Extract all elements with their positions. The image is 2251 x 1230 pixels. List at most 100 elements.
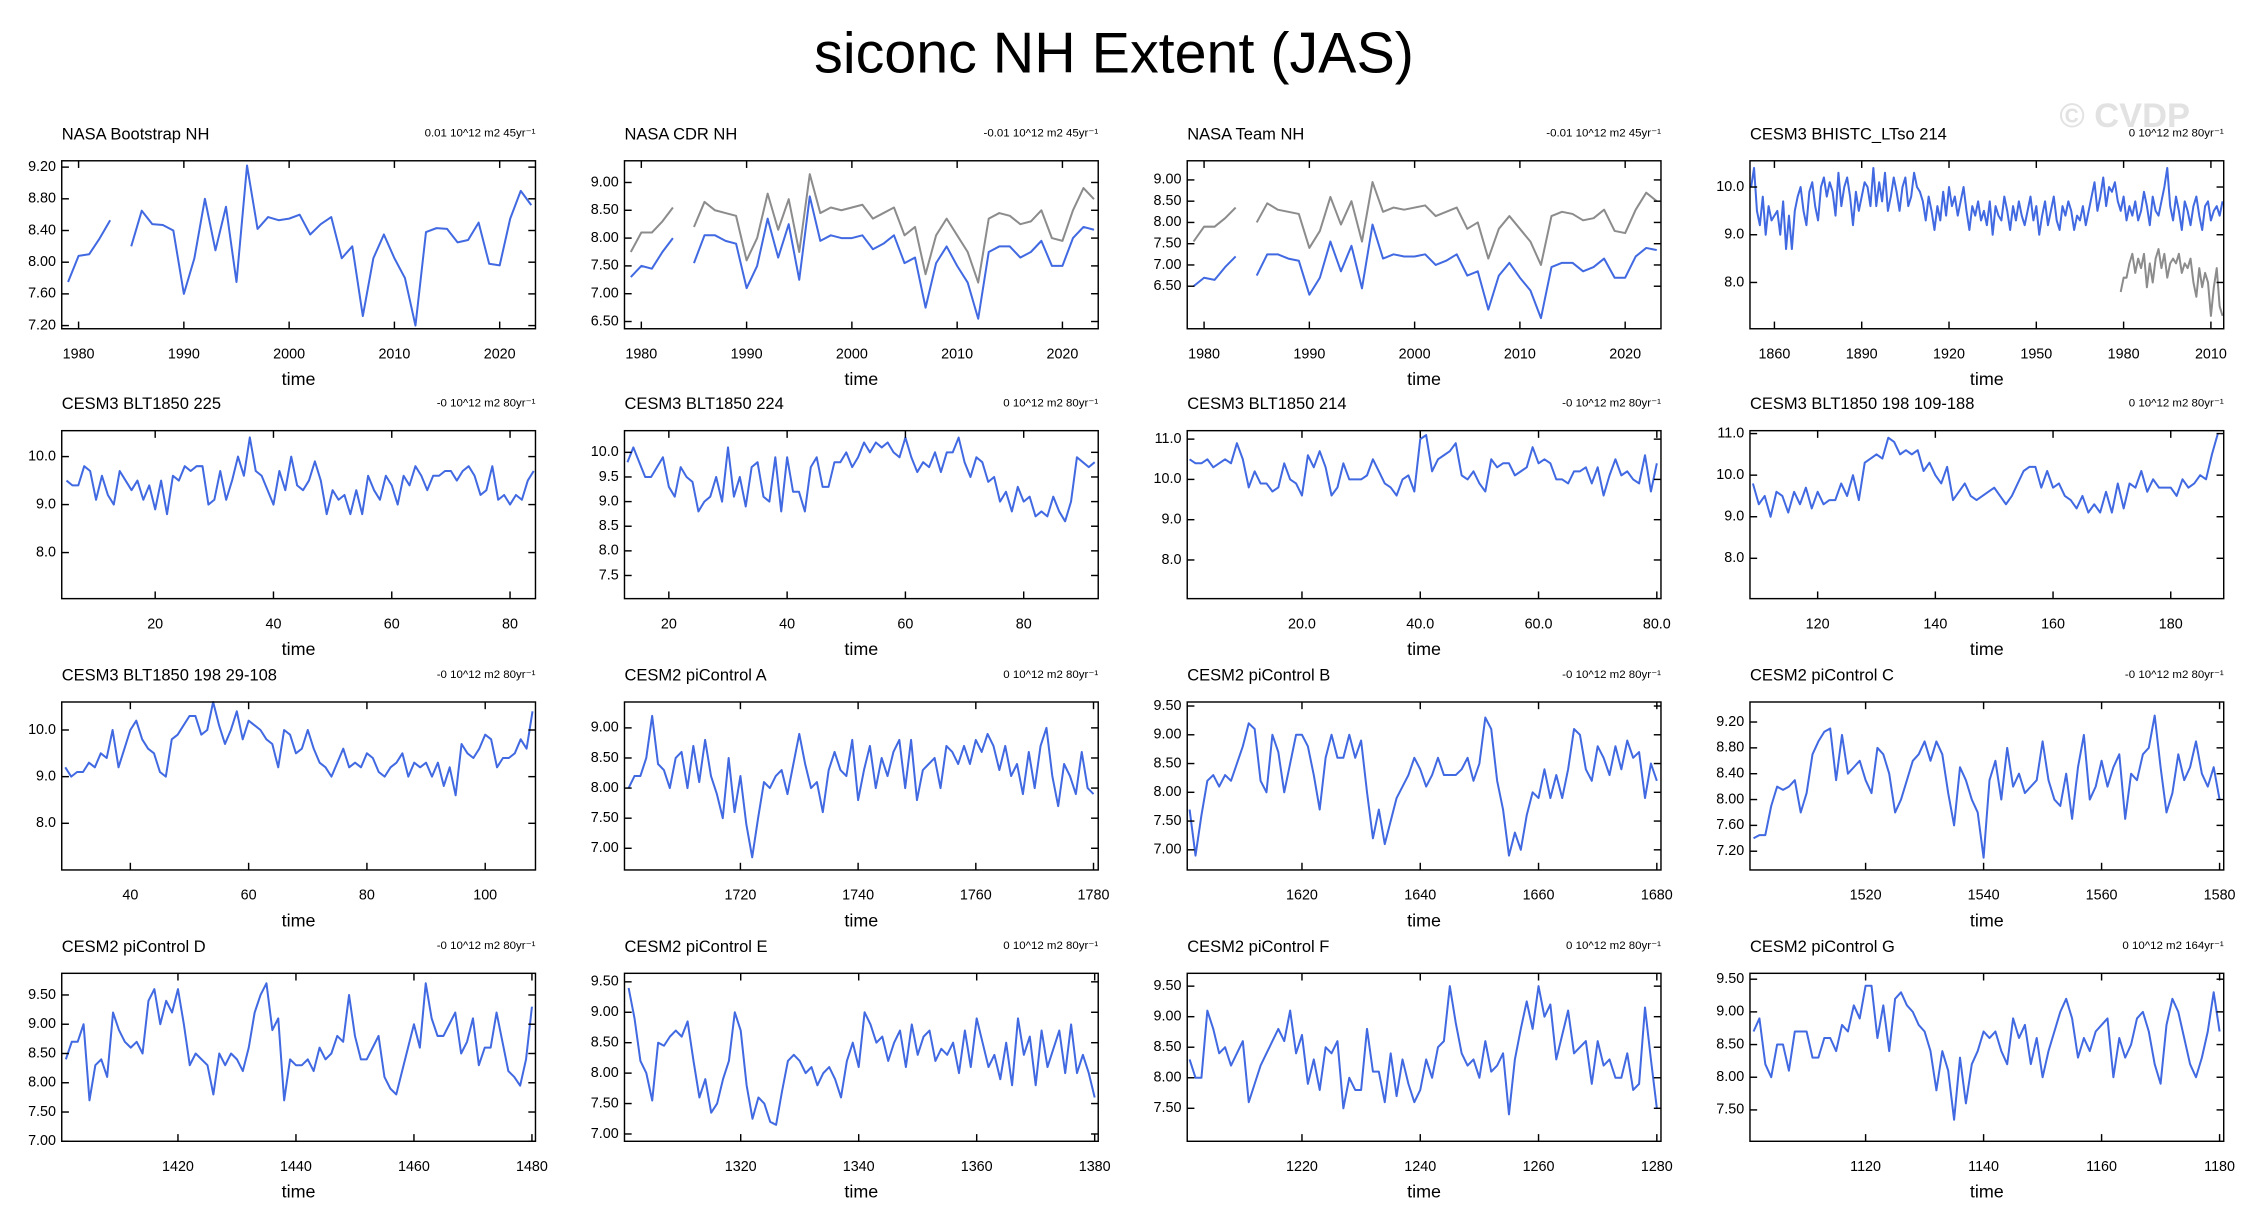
data-line — [1750, 166, 2224, 251]
x-axis-label: time — [282, 1182, 316, 1202]
plot-frame — [1749, 160, 2225, 330]
plot-frame — [1186, 160, 1662, 330]
x-axis-label: time — [282, 910, 316, 930]
y-tick-label: 6.50 — [1154, 278, 1182, 294]
y-tick-label: 9.00 — [28, 1016, 56, 1032]
x-tick-label: 1480 — [516, 1159, 548, 1175]
x-tick-label: 1520 — [1850, 888, 1882, 904]
x-tick-label: 180 — [2159, 616, 2183, 632]
x-tick-label: 1980 — [2108, 346, 2140, 362]
x-axis-label: time — [844, 1182, 878, 1202]
plot-frame — [623, 972, 1099, 1142]
y-tick-label: 9.0 — [599, 493, 619, 509]
data-line — [629, 173, 1095, 284]
x-tick-label: 40.0 — [1406, 616, 1434, 632]
data-line — [1192, 223, 1657, 320]
panel-title: NASA CDR NH — [624, 125, 737, 143]
x-axis-label: time — [282, 369, 316, 389]
x-tick-label: 1920 — [1933, 346, 1965, 362]
y-tick-label: 8.00 — [1154, 784, 1182, 800]
y-tick-label: 8.5 — [599, 518, 619, 534]
x-tick-label: 2010 — [2195, 346, 2227, 362]
y-tick-label: 8.00 — [591, 780, 619, 796]
x-axis-label: time — [1970, 1182, 2004, 1202]
x-tick-label: 1360 — [961, 1159, 993, 1175]
y-tick-label: 9.50 — [1154, 698, 1182, 714]
x-tick-label: 2010 — [378, 346, 410, 362]
y-tick-label: 10.0 — [1716, 179, 1744, 195]
plot-frame — [1186, 429, 1662, 600]
panel-title: CESM2 piControl D — [62, 938, 206, 956]
panel-subtitle: 0 10^12 m2 80yr⁻¹ — [2129, 397, 2224, 409]
y-tick-label: 8.40 — [1716, 765, 1744, 781]
plot-frame — [1749, 972, 2225, 1142]
y-tick-label: 7.50 — [591, 1095, 619, 1111]
x-tick-label: 60 — [897, 616, 913, 632]
x-tick-label: 2000 — [273, 346, 305, 362]
x-tick-label: 1340 — [843, 1159, 875, 1175]
x-axis-label: time — [282, 639, 316, 659]
y-tick-label: 7.00 — [591, 840, 619, 856]
panel-title: CESM2 piControl B — [1187, 667, 1330, 685]
y-tick-label: 10.0 — [1154, 471, 1182, 487]
x-tick-label: 1990 — [168, 346, 200, 362]
y-tick-label: 8.00 — [1716, 1069, 1744, 1085]
panel-title: CESM2 piControl A — [624, 667, 766, 685]
y-tick-label: 7.60 — [28, 286, 56, 302]
y-tick-label: 7.50 — [1716, 1102, 1744, 1118]
plot-frame — [61, 701, 537, 871]
y-tick-label: 9.00 — [1716, 1004, 1744, 1020]
panel-subtitle: 0 10^12 m2 80yr⁻¹ — [2129, 128, 2224, 140]
x-tick-label: 1780 — [1078, 888, 1110, 904]
x-tick-label: 1280 — [1641, 1159, 1673, 1175]
y-tick-label: 8.0 — [1724, 274, 1744, 290]
y-tick-label: 7.00 — [591, 286, 619, 302]
x-tick-label: 1980 — [625, 346, 657, 362]
x-tick-label: 1950 — [2020, 346, 2052, 362]
data-line — [2119, 248, 2224, 317]
y-tick-label: 7.00 — [591, 1126, 619, 1142]
x-tick-label: 1560 — [2086, 888, 2118, 904]
x-axis-label: time — [1407, 1182, 1441, 1202]
data-line — [1753, 714, 2221, 859]
x-tick-label: 2020 — [1609, 346, 1641, 362]
x-axis-label: time — [1407, 639, 1441, 659]
plot-frame — [61, 160, 537, 330]
y-tick-label: 8.50 — [28, 1045, 56, 1061]
panel-subtitle: 0 10^12 m2 80yr⁻¹ — [1003, 940, 1098, 952]
data-line — [626, 436, 1096, 523]
plot-frame — [61, 972, 537, 1142]
panel-title: CESM2 piControl F — [1187, 938, 1329, 956]
y-tick-label: 7.20 — [28, 317, 56, 333]
x-tick-label: 80 — [502, 616, 518, 632]
panel-title: CESM2 piControl G — [1750, 938, 1895, 956]
y-tick-label: 10.0 — [28, 448, 56, 464]
panel-subtitle: -0 10^12 m2 80yr⁻¹ — [1562, 669, 1661, 681]
x-tick-label: 1720 — [724, 888, 756, 904]
y-tick-label: 8.00 — [28, 254, 56, 270]
x-tick-label: 1540 — [1968, 888, 2000, 904]
panel-subtitle: -0 10^12 m2 80yr⁻¹ — [437, 669, 536, 681]
y-tick-label: 7.50 — [591, 810, 619, 826]
panel-subtitle: -0 10^12 m2 80yr⁻¹ — [1562, 397, 1661, 409]
y-tick-label: 8.80 — [28, 191, 56, 207]
panel-title: CESM3 BLT1850 198 109-188 — [1750, 395, 1974, 413]
plot-frame — [623, 701, 1099, 871]
y-tick-label: 8.00 — [1716, 791, 1744, 807]
x-tick-label: 1160 — [2086, 1159, 2117, 1175]
x-tick-label: 80 — [1016, 616, 1032, 632]
x-tick-label: 80.0 — [1643, 616, 1671, 632]
x-tick-label: 60 — [241, 888, 257, 904]
x-tick-label: 1320 — [725, 1159, 757, 1175]
data-line — [1752, 984, 2221, 1121]
x-tick-label: 1890 — [1846, 346, 1878, 362]
x-tick-label: 100 — [473, 888, 497, 904]
x-tick-label: 1620 — [1286, 888, 1318, 904]
y-tick-label: 7.00 — [28, 1133, 56, 1149]
data-line — [627, 987, 1096, 1126]
x-axis-label: time — [844, 639, 878, 659]
data-line — [630, 195, 1095, 320]
data-line — [64, 700, 534, 797]
x-tick-label: 1760 — [960, 888, 992, 904]
